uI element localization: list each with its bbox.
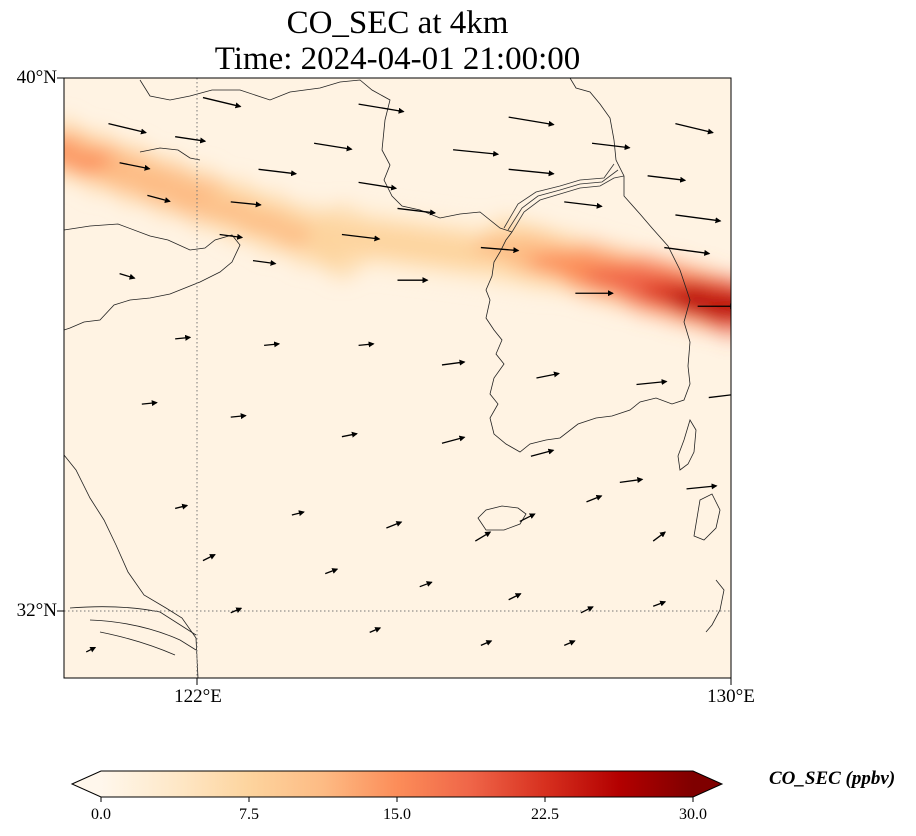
wind-arrow	[202, 554, 216, 562]
wind-arrow	[563, 640, 576, 646]
kyushu-south-coast	[705, 579, 725, 633]
lat-label-32n: 32°N	[16, 600, 57, 621]
wind-arrow	[258, 168, 298, 177]
wind-arrow	[536, 371, 560, 379]
wind-arrow	[675, 214, 722, 224]
north-korea-coast	[569, 78, 615, 141]
plot-subtitle-time: Time: 2024-04-01 21:00:00	[214, 41, 581, 77]
tsushima-island	[677, 419, 697, 471]
country-borders	[503, 163, 625, 233]
wind-arrow	[675, 123, 714, 135]
colorbar-tick-label: 0.0	[91, 806, 111, 823]
wind-arrow	[508, 168, 555, 177]
wind-arrow	[230, 413, 247, 420]
wind-arrow	[586, 494, 603, 503]
wind-arrow	[453, 149, 500, 157]
colorbar-label: CO_SEC (ppbv)	[769, 768, 896, 789]
jeju-island	[477, 505, 527, 531]
colorbar-tick-label: 30.0	[679, 806, 707, 823]
korea-coastline	[485, 139, 691, 453]
colorbar-max-extension	[693, 771, 722, 797]
wind-arrow	[358, 103, 405, 114]
wind-vectors	[85, 96, 731, 653]
kyushu-coast	[693, 493, 721, 541]
wind-arrow	[264, 341, 281, 348]
wind-arrow	[119, 162, 151, 171]
wind-arrow	[652, 531, 666, 542]
wind-arrow	[291, 510, 305, 517]
wind-arrow	[369, 627, 382, 633]
wind-arrow	[141, 400, 158, 407]
coastlines	[64, 78, 725, 678]
wind-arrow	[508, 593, 522, 601]
colorbar-tick-label: 15.0	[383, 806, 411, 823]
wind-arrow	[591, 142, 631, 151]
wind-arrow	[108, 123, 147, 135]
wind-arrow	[202, 96, 242, 109]
wind-arrow	[147, 194, 171, 204]
wind-arrow	[580, 606, 594, 614]
wind-arrow	[636, 379, 668, 386]
plot-title: CO_SEC at 4km	[286, 5, 509, 41]
wind-arrow	[175, 503, 189, 510]
wind-arrow	[530, 448, 555, 457]
wind-arrow	[419, 581, 433, 588]
wind-arrow	[397, 207, 436, 216]
wind-arrow	[325, 568, 339, 575]
colorbar	[70, 770, 724, 802]
wind-arrow	[341, 233, 381, 242]
china-east-coastline	[64, 454, 199, 678]
wind-arrow	[219, 233, 244, 240]
lon-label-122e: 122°E	[174, 686, 222, 707]
wind-arrow	[664, 246, 711, 256]
colorbar-tick-label: 22.5	[531, 806, 559, 823]
wind-arrow	[441, 435, 466, 444]
wind-arrow	[230, 607, 243, 614]
wind-arrow	[230, 201, 262, 208]
wind-arrow	[619, 477, 644, 483]
yangtze-island	[99, 631, 176, 656]
wind-arrow	[252, 259, 277, 266]
wind-arrow	[652, 600, 667, 607]
colorbar-gradient	[101, 771, 693, 797]
dmz-border-3	[503, 163, 615, 229]
wind-arrow	[474, 531, 492, 542]
co-concentration-field	[64, 115, 731, 341]
wind-arrow	[358, 181, 398, 191]
wind-arrow	[358, 341, 375, 348]
bohai-coast	[139, 147, 201, 161]
wind-arrow	[708, 394, 731, 399]
dmz-border-2	[507, 169, 619, 231]
wind-arrow	[175, 136, 207, 144]
wind-arrow	[386, 521, 403, 529]
colorbar-min-extension	[72, 771, 101, 797]
wind-arrow	[480, 246, 520, 254]
wind-arrow	[564, 201, 603, 209]
liaodong-coastline	[139, 79, 513, 233]
yangtze-estuary-north	[69, 606, 197, 636]
map-frame	[63, 77, 732, 679]
lon-label-130e: 130°E	[707, 686, 755, 707]
wind-arrow	[341, 431, 358, 438]
wind-arrow	[519, 513, 536, 523]
wind-arrow	[647, 175, 687, 183]
wind-arrow	[314, 142, 353, 152]
wind-arrow	[85, 646, 97, 653]
yangtze-estuary-south	[89, 619, 197, 651]
shandong-coastline	[64, 223, 241, 331]
dmz-border	[511, 175, 625, 233]
wind-arrow	[441, 359, 466, 366]
wind-arrow	[686, 483, 718, 490]
colorbar-tick-label: 7.5	[239, 806, 259, 823]
wind-arrow	[119, 273, 136, 280]
wind-arrow	[175, 334, 192, 341]
wind-arrow	[480, 640, 493, 646]
lat-label-40n: 40°N	[16, 67, 57, 88]
wind-arrow	[508, 116, 555, 127]
